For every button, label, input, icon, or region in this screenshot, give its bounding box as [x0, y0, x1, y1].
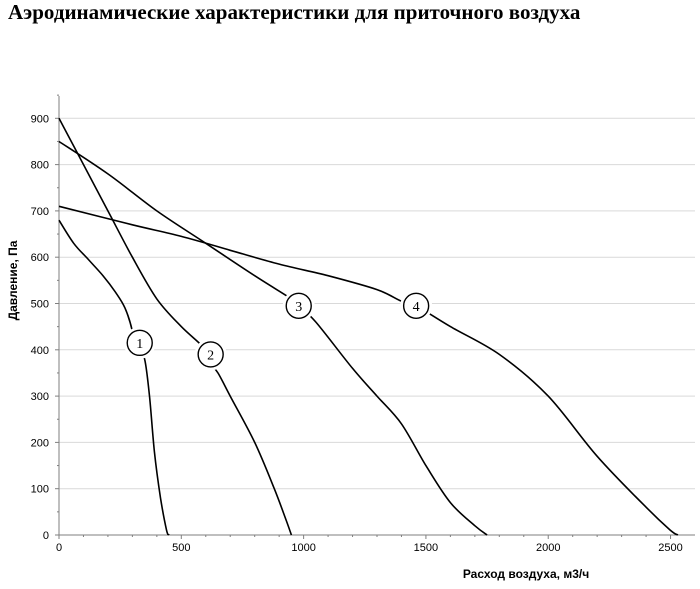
curve-2 [58, 117, 293, 536]
curve-label-2: 2 [207, 348, 214, 363]
x-tick-label: 2000 [536, 542, 560, 554]
y-tick-label: 100 [31, 484, 49, 496]
curve-1 [58, 219, 170, 536]
y-tick-label: 300 [31, 391, 49, 403]
x-axis-label: Расход воздуха, м3/ч [463, 567, 589, 581]
y-tick-label: 900 [31, 113, 49, 125]
y-tick-label: 500 [31, 299, 49, 311]
y-tick-label: 700 [31, 206, 49, 218]
curve-label-circle-1 [126, 329, 153, 357]
x-tick-label: 500 [172, 542, 190, 554]
x-tick-label: 1000 [291, 542, 315, 554]
curve-label-circle-3 [285, 292, 312, 320]
curve-3 [58, 140, 488, 536]
x-tick-label: 0 [56, 542, 62, 554]
y-tick-label: 400 [31, 345, 49, 357]
grid-lines [59, 117, 695, 490]
curve-label-circle-4 [402, 292, 430, 320]
curve-label-circle-2 [197, 341, 224, 368]
y-tick-label: 800 [31, 160, 49, 172]
curve-label-3: 3 [295, 300, 302, 315]
axes: 0 100 200 300 400 500 600 700 800 900 0 500 1000 1500… [31, 94, 695, 554]
x-tick-label: 2500 [658, 542, 682, 554]
y-tick-label: 200 [31, 437, 49, 449]
x-tick-label: 1500 [414, 542, 438, 554]
y-tick-label: 0 [43, 530, 49, 542]
curve-label-4: 4 [413, 300, 420, 315]
curves [58, 117, 679, 536]
curve-labels: 1 2 3 4 [123, 289, 433, 371]
curve-4 [58, 205, 679, 536]
curve-label-1: 1 [136, 337, 143, 352]
page-title: Аэродинамические характеристики для прит… [8, 0, 581, 24]
y-tick-label: 600 [31, 252, 49, 264]
y-axis-label: Давление, Па [6, 240, 20, 320]
